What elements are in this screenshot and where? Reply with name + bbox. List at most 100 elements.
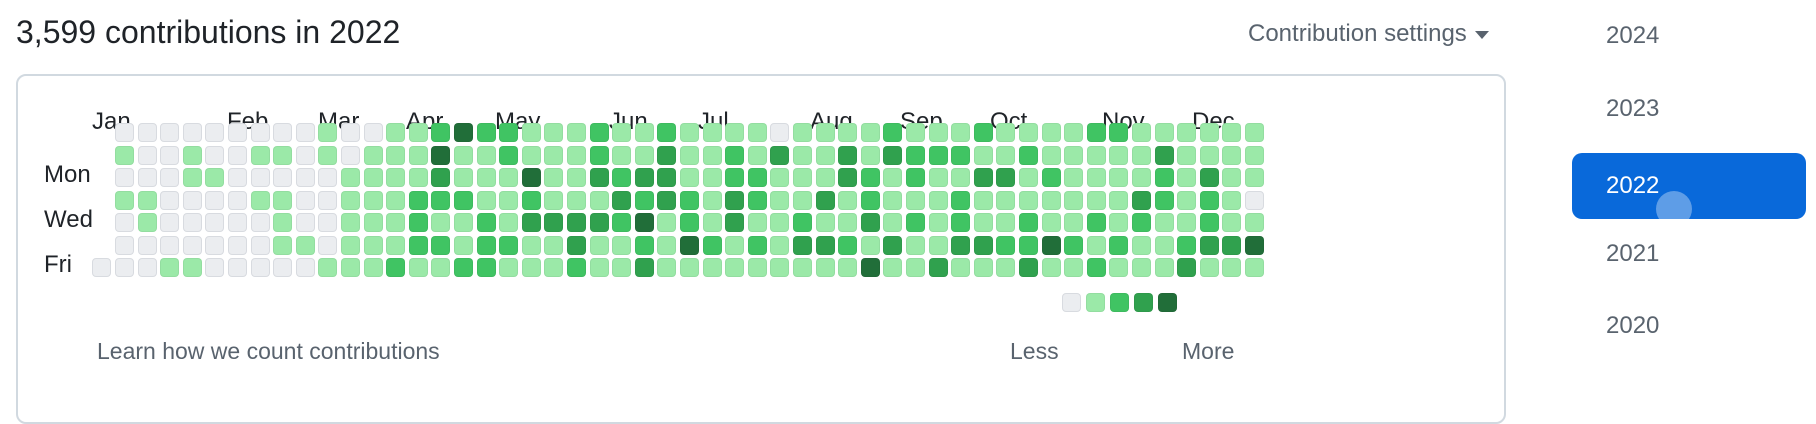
contribution-cell[interactable] — [183, 258, 202, 277]
contribution-cell[interactable] — [748, 258, 767, 277]
contribution-cell[interactable] — [567, 123, 586, 142]
contribution-cell[interactable] — [341, 168, 360, 187]
contribution-cell[interactable] — [318, 123, 337, 142]
contribution-cell[interactable] — [861, 168, 880, 187]
contribution-cell[interactable] — [906, 236, 925, 255]
contribution-cell[interactable] — [160, 236, 179, 255]
contribution-cell[interactable] — [703, 146, 722, 165]
contribution-cell[interactable] — [364, 191, 383, 210]
contribution-cell[interactable] — [183, 213, 202, 232]
contribution-cell[interactable] — [680, 258, 699, 277]
contribution-cell[interactable] — [770, 123, 789, 142]
contribution-cell[interactable] — [1042, 213, 1061, 232]
contribution-cell[interactable] — [996, 123, 1015, 142]
contribution-cell[interactable] — [680, 236, 699, 255]
contribution-cell[interactable] — [1087, 258, 1106, 277]
contribution-cell[interactable] — [1222, 213, 1241, 232]
contribution-cell[interactable] — [318, 146, 337, 165]
contribution-cell[interactable] — [1155, 123, 1174, 142]
contribution-cell[interactable] — [567, 146, 586, 165]
contribution-cell[interactable] — [657, 213, 676, 232]
contribution-cell[interactable] — [951, 168, 970, 187]
contribution-cell[interactable] — [861, 213, 880, 232]
contribution-cell[interactable] — [477, 213, 496, 232]
contribution-cell[interactable] — [612, 258, 631, 277]
contribution-cell[interactable] — [160, 123, 179, 142]
contribution-cell[interactable] — [318, 213, 337, 232]
contribution-cell[interactable] — [160, 146, 179, 165]
contribution-cell[interactable] — [1109, 258, 1128, 277]
contribution-cell[interactable] — [138, 123, 157, 142]
contribution-cell[interactable] — [386, 213, 405, 232]
contribution-cell[interactable] — [929, 168, 948, 187]
contribution-cell[interactable] — [1019, 123, 1038, 142]
contribution-cell[interactable] — [793, 123, 812, 142]
contribution-cell[interactable] — [341, 236, 360, 255]
contribution-cell[interactable] — [1200, 191, 1219, 210]
contribution-cell[interactable] — [590, 236, 609, 255]
contribution-cell[interactable] — [1042, 123, 1061, 142]
contribution-cell[interactable] — [1200, 213, 1219, 232]
contribution-cell[interactable] — [1109, 236, 1128, 255]
contribution-cell[interactable] — [205, 123, 224, 142]
contribution-cell[interactable] — [974, 191, 993, 210]
contribution-cell[interactable] — [160, 168, 179, 187]
contribution-cell[interactable] — [1132, 123, 1151, 142]
contribution-cell[interactable] — [929, 236, 948, 255]
contribution-cell[interactable] — [635, 146, 654, 165]
contribution-cell[interactable] — [1064, 258, 1083, 277]
contribution-cell[interactable] — [341, 191, 360, 210]
contribution-cell[interactable] — [793, 236, 812, 255]
contribution-cell[interactable] — [680, 213, 699, 232]
contribution-cell[interactable] — [929, 191, 948, 210]
contribution-cell[interactable] — [748, 123, 767, 142]
contribution-cell[interactable] — [567, 213, 586, 232]
contribution-cell[interactable] — [364, 258, 383, 277]
contribution-cell[interactable] — [816, 236, 835, 255]
contribution-cell[interactable] — [929, 213, 948, 232]
contribution-cell[interactable] — [341, 123, 360, 142]
contribution-cell[interactable] — [883, 258, 902, 277]
contribution-cell[interactable] — [1245, 146, 1264, 165]
contribution-cell[interactable] — [1109, 146, 1128, 165]
contribution-cell[interactable] — [657, 236, 676, 255]
contribution-cell[interactable] — [499, 191, 518, 210]
contribution-cell[interactable] — [838, 168, 857, 187]
contribution-cell[interactable] — [793, 213, 812, 232]
contribution-cell[interactable] — [409, 146, 428, 165]
contribution-cell[interactable] — [522, 168, 541, 187]
contribution-cell[interactable] — [883, 213, 902, 232]
contribution-cell[interactable] — [431, 168, 450, 187]
contribution-cell[interactable] — [838, 213, 857, 232]
contribution-cell[interactable] — [544, 213, 563, 232]
contribution-cell[interactable] — [341, 146, 360, 165]
contribution-cell[interactable] — [974, 146, 993, 165]
contribution-cell[interactable] — [1064, 236, 1083, 255]
contribution-cell[interactable] — [409, 213, 428, 232]
contribution-cell[interactable] — [1042, 146, 1061, 165]
contribution-cell[interactable] — [1087, 236, 1106, 255]
contribution-cell[interactable] — [725, 123, 744, 142]
contribution-cell[interactable] — [996, 191, 1015, 210]
contribution-cell[interactable] — [816, 146, 835, 165]
contribution-cell[interactable] — [816, 213, 835, 232]
contribution-cell[interactable] — [205, 213, 224, 232]
contribution-cell[interactable] — [386, 146, 405, 165]
contribution-cell[interactable] — [816, 191, 835, 210]
year-button-2024[interactable]: 2024 — [1606, 22, 1660, 49]
contribution-cell[interactable] — [205, 236, 224, 255]
contribution-cell[interactable] — [251, 146, 270, 165]
learn-how-we-count-link[interactable]: Learn how we count contributions — [97, 338, 440, 364]
contribution-cell[interactable] — [1064, 213, 1083, 232]
contribution-cell[interactable] — [115, 213, 134, 232]
contribution-cell[interactable] — [1177, 236, 1196, 255]
contribution-cell[interactable] — [770, 258, 789, 277]
contribution-cell[interactable] — [92, 258, 111, 277]
contribution-cell[interactable] — [544, 123, 563, 142]
contribution-cell[interactable] — [612, 213, 631, 232]
contribution-cell[interactable] — [386, 258, 405, 277]
contribution-cell[interactable] — [906, 146, 925, 165]
contribution-cell[interactable] — [431, 258, 450, 277]
contribution-cell[interactable] — [996, 236, 1015, 255]
contribution-cell[interactable] — [454, 258, 473, 277]
